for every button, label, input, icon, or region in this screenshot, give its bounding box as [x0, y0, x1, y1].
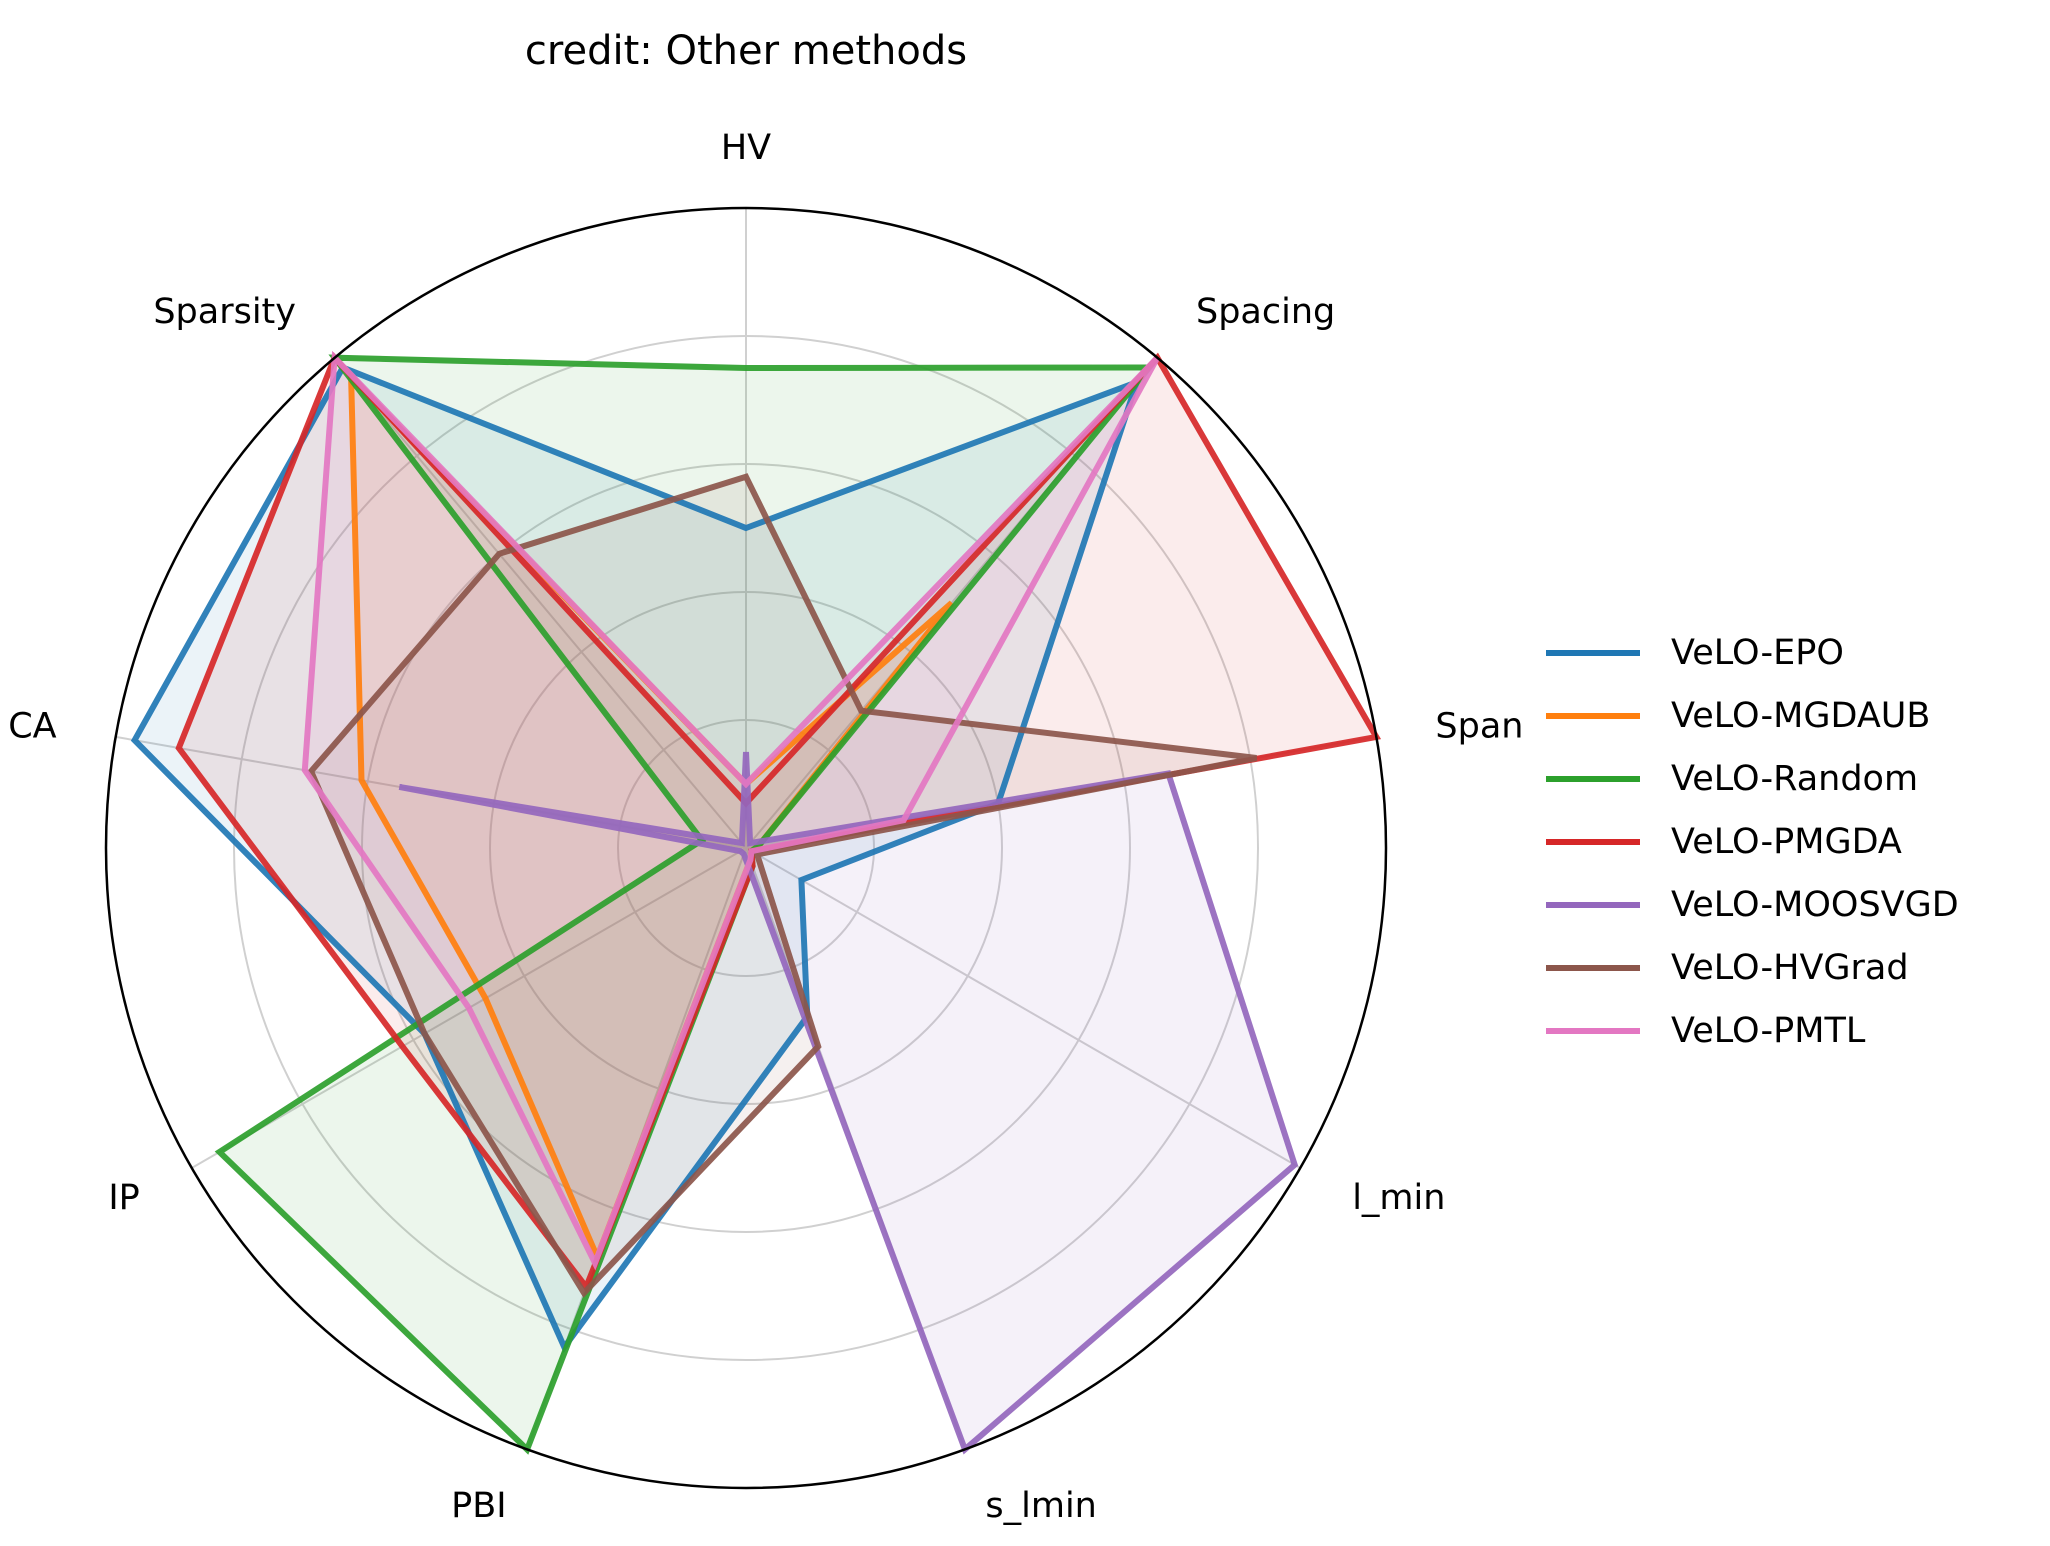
legend-label-velo-mgdaub: VeLO-MGDAUB: [1671, 696, 1930, 736]
legend-label-velo-pmgda: VeLO-PMGDA: [1671, 822, 1902, 862]
legend-label-velo-hvgrad: VeLO-HVGrad: [1671, 948, 1909, 988]
axis-label-ip: IP: [108, 1178, 139, 1218]
axis-label-sparsity: Sparsity: [153, 292, 296, 332]
axis-spoke-sparsity: [333, 357, 747, 849]
axis-label-hv: HV: [721, 128, 771, 168]
legend: VeLO-EPO VeLO-MGDAUB VeLO-Random VeLO-PMGDA…: [1546, 633, 1959, 1051]
axis-label-s-lmin: s_lmin: [985, 1486, 1096, 1526]
series-fill-velo-hvgrad: [311, 476, 1257, 1293]
series-fill-velo-pmtl: [304, 357, 1158, 1263]
chart-title: credit: Other methods: [525, 28, 967, 74]
legend-label-velo-epo: VeLO-EPO: [1671, 633, 1844, 673]
series-line-velo-moosvgd: [398, 751, 1299, 1455]
legend-label-velo-random: VeLO-Random: [1671, 759, 1918, 799]
axis-spoke-l-min: [745, 847, 1301, 1169]
legend-label-velo-pmtl: VeLO-PMTL: [1671, 1011, 1866, 1051]
series-fill-velo-mgdaub: [351, 377, 952, 1257]
legend-label-velo-moosvgd: VeLO-MOOSVGD: [1671, 885, 1959, 925]
series-fill-velo-moosvgd: [399, 752, 1295, 1450]
series-lines: [130, 350, 1382, 1455]
axis-labels: HV Spacing Span l_min s_lmin PBI IP CA Sparsity: [8, 128, 1523, 1526]
axis-label-spacing: Spacing: [1196, 292, 1335, 332]
axis-label-l-min: l_min: [1352, 1178, 1445, 1218]
axis-label-pbi: PBI: [451, 1486, 506, 1526]
axis-label-span: Span: [1435, 706, 1523, 746]
axis-label-ca: CA: [8, 706, 56, 746]
series-fill-velo-epo: [134, 367, 1137, 1348]
series-line-velo-pmtl: [301, 350, 1161, 1271]
radar-frame: [104, 206, 1388, 1490]
series-line-velo-hvgrad: [307, 473, 1258, 1298]
